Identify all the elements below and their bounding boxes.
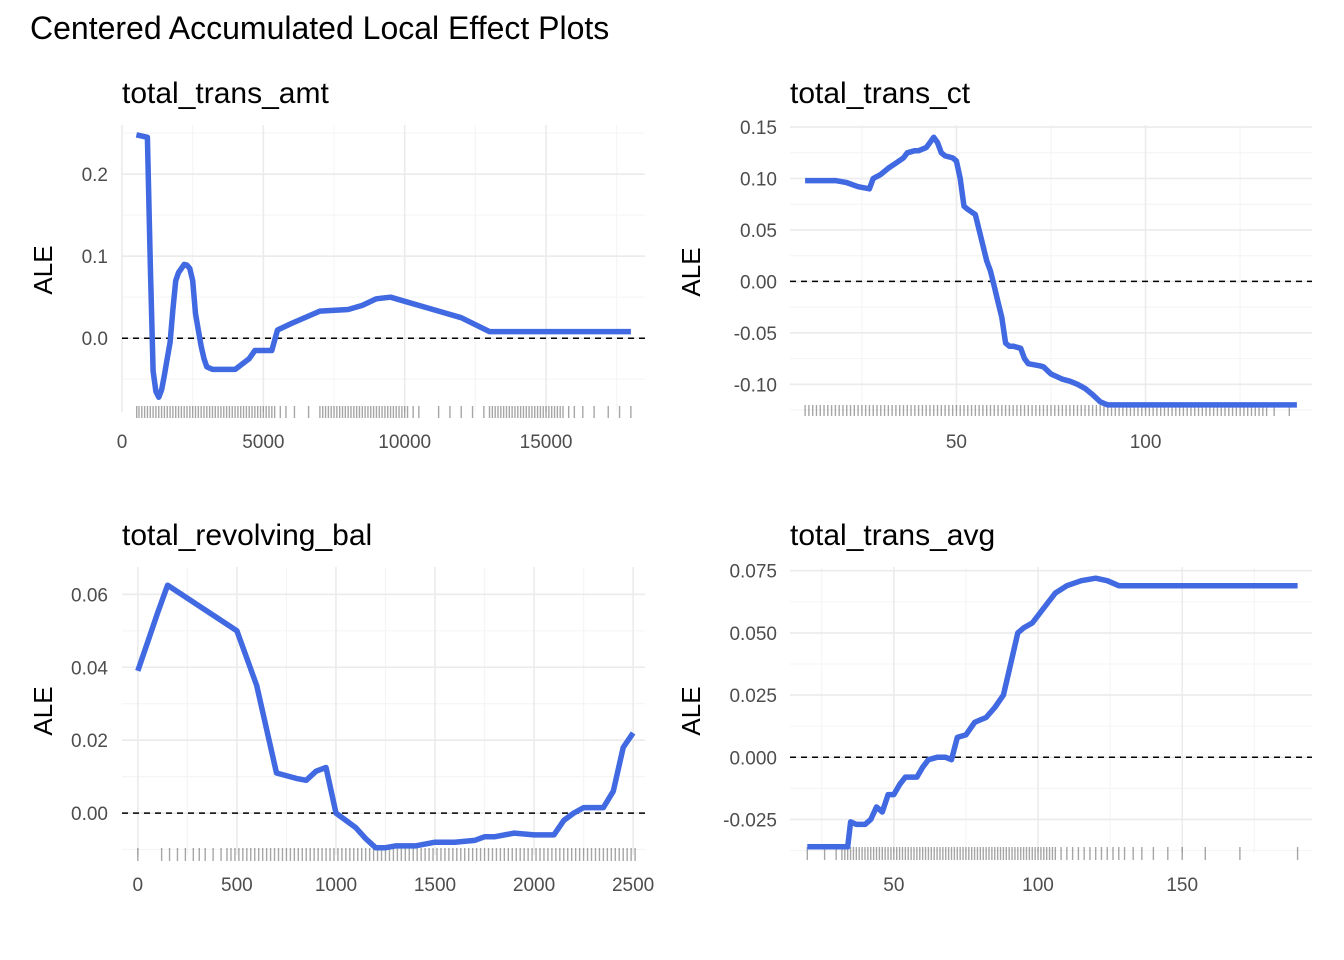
- y-tick-label: 0.050: [729, 624, 777, 645]
- y-tick-label: 0.075: [729, 562, 777, 583]
- y-tick-label: 0.02: [71, 731, 108, 752]
- y-axis-label: ALE: [28, 245, 58, 294]
- y-tick-label: 0.00: [71, 804, 108, 825]
- y-tick-label: -0.10: [734, 375, 777, 396]
- panel-title: total_trans_amt: [122, 77, 329, 110]
- x-tick-label: 50: [883, 875, 904, 896]
- x-tick-label: 100: [1022, 875, 1054, 896]
- y-tick-label: 0.0: [82, 329, 108, 350]
- y-tick-label: 0.05: [740, 221, 777, 242]
- x-tick-label: 50: [946, 432, 967, 453]
- panel-total-trans-avg: 50 100 150 -0.025 0.000 0.025 0.050 0.075 total_…: [676, 519, 1312, 896]
- y-tick-label: 0.2: [82, 165, 108, 186]
- ale-line: [135, 132, 631, 400]
- page-title: Centered Accumulated Local Effect Plots: [30, 10, 610, 46]
- x-tick-label: 2000: [513, 875, 555, 896]
- y-axis-label: ALE: [28, 686, 58, 735]
- x-tick-label: 1500: [414, 875, 456, 896]
- y-tick-label: 0.025: [729, 686, 777, 707]
- y-tick-label: 0.1: [82, 247, 108, 268]
- y-tick-label: 0.10: [740, 170, 777, 191]
- y-axis-label: ALE: [676, 686, 706, 735]
- x-tick-label: 0: [117, 432, 128, 453]
- x-tick-label: 100: [1130, 432, 1162, 453]
- y-tick-label: 0.000: [729, 748, 777, 769]
- panel-title: total_trans_ct: [790, 77, 971, 110]
- y-tick-label: -0.05: [734, 324, 777, 345]
- y-axis-label: ALE: [676, 247, 706, 296]
- y-tick-label: 0.06: [71, 585, 108, 606]
- ale-line: [805, 134, 1297, 408]
- panel-total-trans-amt: 0 5000 10000 15000 0.0 0.1 0.2 total_trans_amt A…: [28, 77, 645, 453]
- x-tick-label: 500: [221, 875, 253, 896]
- ale-line: [807, 575, 1298, 850]
- x-tick-label: 2500: [612, 875, 654, 896]
- panel-total-revolving-bal: 0 500 1000 1500 2000 2500 0.00 0.02 0.04 0.06 tota…: [28, 519, 654, 896]
- x-tick-label: 15000: [520, 432, 573, 453]
- panel-title: total_revolving_bal: [122, 519, 372, 552]
- x-tick-label: 1000: [315, 875, 357, 896]
- ale-line: [135, 582, 636, 851]
- y-tick-label: -0.025: [723, 810, 777, 831]
- x-tick-label: 0: [133, 875, 144, 896]
- y-tick-label: 0.04: [71, 658, 108, 679]
- panel-title: total_trans_avg: [790, 519, 995, 552]
- panel-total-trans-ct: 50 100 -0.10 -0.05 0.00 0.05 0.10 0.15 total_tra…: [676, 77, 1312, 453]
- x-tick-label: 150: [1166, 875, 1198, 896]
- y-tick-label: 0.00: [740, 272, 777, 293]
- x-tick-label: 5000: [242, 432, 284, 453]
- y-tick-label: 0.15: [740, 118, 777, 139]
- x-tick-label: 10000: [378, 432, 431, 453]
